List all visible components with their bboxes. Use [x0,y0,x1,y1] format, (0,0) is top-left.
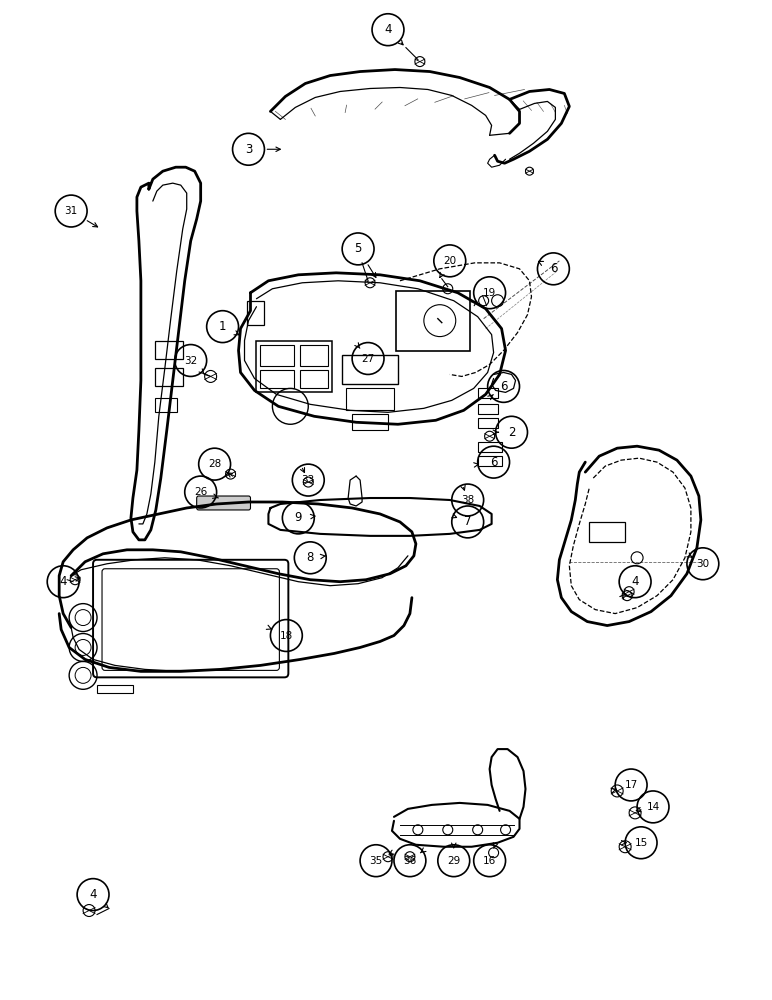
Text: 7: 7 [464,515,472,528]
Text: 8: 8 [306,551,314,564]
Text: 4: 4 [90,888,96,901]
Text: 3: 3 [245,143,252,156]
Text: 16: 16 [483,856,496,866]
Text: 20: 20 [443,256,456,266]
Text: 30: 30 [696,559,709,569]
Text: 32: 32 [184,356,198,366]
Text: 19: 19 [483,288,496,298]
Text: 6: 6 [490,456,497,469]
Text: 29: 29 [447,856,460,866]
Text: 6: 6 [550,262,557,275]
Text: 14: 14 [646,802,659,812]
Text: 4: 4 [631,575,639,588]
Text: 26: 26 [194,487,208,497]
FancyBboxPatch shape [197,496,250,510]
Text: 31: 31 [65,206,78,216]
Text: 1: 1 [218,320,226,333]
Text: 9: 9 [295,511,302,524]
Text: 6: 6 [499,380,507,393]
Text: 28: 28 [208,459,222,469]
Text: 27: 27 [361,354,374,364]
Text: 18: 18 [279,631,293,641]
Text: 33: 33 [302,475,315,485]
Text: 35: 35 [370,856,383,866]
Text: 5: 5 [354,242,362,255]
Text: 17: 17 [625,780,638,790]
Text: 2: 2 [508,426,515,439]
Text: 38: 38 [461,495,474,505]
Text: 36: 36 [403,856,417,866]
Text: 4: 4 [59,575,67,588]
Text: 4: 4 [384,23,391,36]
Text: 15: 15 [635,838,648,848]
